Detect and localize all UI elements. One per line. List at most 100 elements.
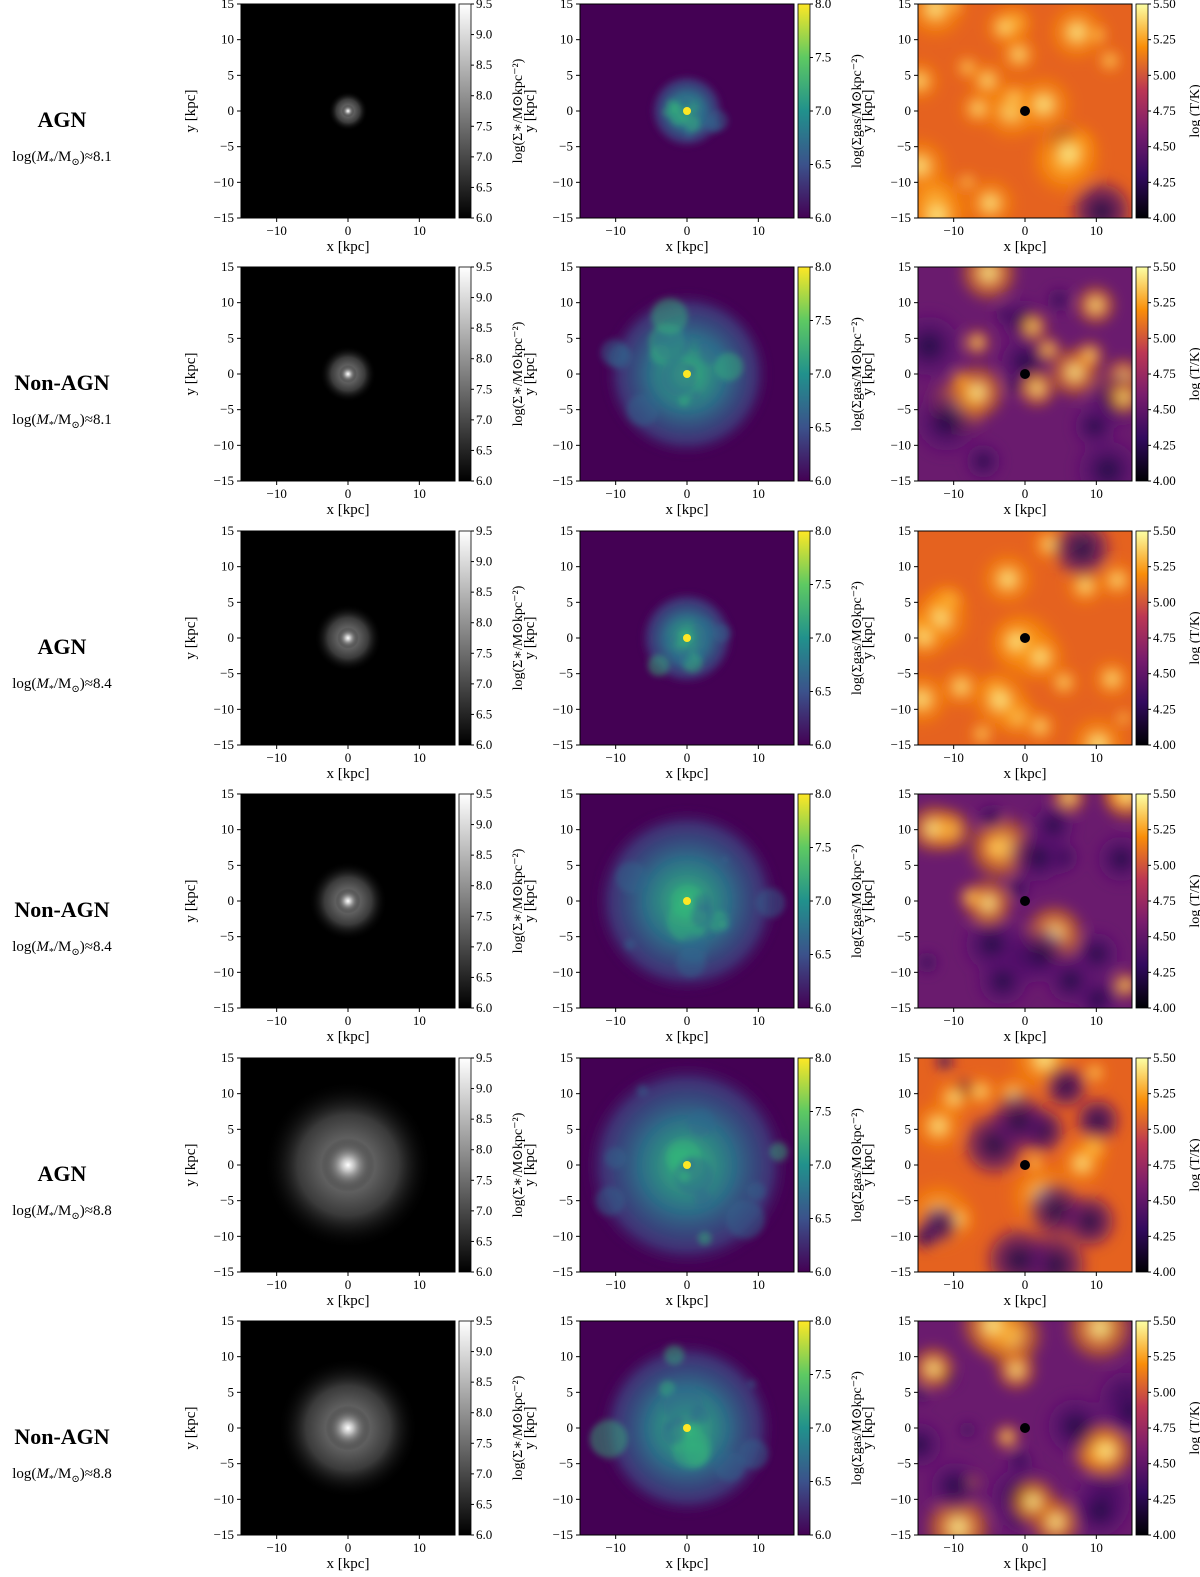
y-tick-label: −10: [891, 701, 911, 716]
x-tick-label: 0: [1022, 223, 1029, 238]
hot-gas-region: [947, 362, 1007, 423]
hot-gas-region: [918, 181, 972, 218]
colorbar-tick-label: 8.0: [476, 88, 492, 103]
gas-clump: [661, 360, 697, 397]
y-tick-label: −10: [214, 701, 234, 716]
x-tick-label: 10: [413, 486, 426, 501]
x-tick-label: 0: [1022, 1013, 1029, 1028]
y-tick-label: 0: [228, 103, 235, 118]
x-tick-label: 0: [345, 1540, 352, 1555]
hot-gas-region: [1067, 712, 1130, 745]
colorbar-temperature: 4.00 4.25 4.50 4.75 5.00 5.25 5.50 log (T/K): [1135, 259, 1200, 488]
colorbar-tick-label: 5.50: [1153, 1050, 1176, 1065]
cold-gas-region: [918, 1221, 941, 1252]
gas-clump: [697, 339, 709, 350]
stellar-core: [341, 104, 355, 118]
row-mass-label: log(M*/M⊙)≈8.1: [12, 412, 112, 431]
x-tick-label: 10: [752, 1540, 765, 1555]
panel-stars: −10 0 10 15 10 5 0 −5 −10 −15 x [kpc] y [kpc] 6.0 6.5…: [183, 259, 526, 518]
y-tick-label: 0: [905, 1157, 912, 1172]
x-tick-label: 10: [413, 750, 426, 765]
y-tick-label: 15: [898, 1050, 911, 1065]
mass-label-part: 8.8: [93, 1203, 112, 1219]
colorbar-tick-label: 8.0: [815, 1050, 831, 1065]
y-tick-label: 0: [567, 630, 574, 645]
colorbar-label: log(Σgas/M⊙kpc⁻²): [850, 1371, 865, 1485]
x-tick-label: 10: [413, 1540, 426, 1555]
y-tick-label: −5: [897, 929, 911, 944]
y-axis-label: y [kpc]: [183, 1407, 199, 1450]
colorbar-tick-label: 9.0: [476, 1344, 492, 1359]
y-tick-label: −15: [891, 1264, 911, 1279]
hot-gas-region: [1104, 377, 1132, 417]
panel-image: [241, 267, 455, 481]
mass-label-part: ⊙: [71, 420, 79, 431]
x-axis-label: x [kpc]: [666, 1029, 709, 1045]
cold-core: [1020, 1423, 1030, 1433]
x-axis-label: x [kpc]: [327, 1293, 370, 1309]
colorbar-tick-label: 6.5: [476, 179, 492, 194]
y-tick-label: −10: [891, 964, 911, 979]
hot-gas-region: [1012, 629, 1069, 685]
y-tick-label: −15: [553, 210, 573, 225]
colorbar-tick-label: 6.5: [476, 442, 492, 457]
cold-gas-region: [918, 949, 941, 976]
colorbar-label: log(Σ∗/M⊙kpc⁻²): [511, 848, 526, 953]
hot-gas-region: [1073, 339, 1106, 372]
y-tick-label: 5: [905, 857, 912, 872]
x-axis-label: x [kpc]: [327, 1029, 370, 1045]
x-tick-label: −10: [605, 486, 625, 501]
y-tick-label: 10: [898, 32, 911, 47]
x-axis-label: x [kpc]: [327, 502, 370, 518]
mass-label-part: )≈: [80, 1203, 93, 1219]
x-tick-label: 0: [684, 486, 691, 501]
y-tick-label: 15: [898, 259, 911, 274]
colorbar-tick-label: 5.25: [1153, 822, 1176, 837]
gas-clump: [706, 110, 729, 132]
x-tick-label: 0: [684, 1013, 691, 1028]
cold-gas-region: [1068, 1479, 1132, 1535]
y-tick-label: −5: [897, 666, 911, 681]
gas-clump: [747, 1379, 756, 1389]
y-tick-label: −5: [220, 1456, 234, 1471]
x-tick-label: −10: [943, 223, 963, 238]
y-tick-label: −10: [553, 701, 573, 716]
colorbar-tick-label: 4.25: [1153, 174, 1176, 189]
gas-nucleus: [683, 634, 691, 642]
colorbar-tick-label: 6.0: [815, 1527, 831, 1542]
gas-clump: [769, 1142, 788, 1161]
gas-clump: [663, 1419, 675, 1432]
gas-nucleus: [683, 1424, 691, 1432]
y-tick-label: 15: [560, 523, 573, 538]
hot-gas-region: [1056, 1138, 1108, 1189]
mass-label-part: log(: [12, 1466, 36, 1482]
gas-clump: [615, 861, 648, 894]
colorbar-tick-label: 5.25: [1153, 1349, 1176, 1364]
x-axis-label: x [kpc]: [327, 239, 370, 255]
y-tick-label: −10: [891, 1228, 911, 1243]
cold-gas-region: [1103, 1386, 1132, 1439]
panel-image: [241, 531, 455, 745]
colorbar-label: log (T/K): [1188, 1138, 1200, 1192]
panel-stars: −10 0 10 15 10 5 0 −5 −10 −15 x [kpc] y [kpc] 6.0 6.5…: [183, 523, 526, 782]
colorbar-tick-label: 6.5: [476, 1496, 492, 1511]
hot-gas-region: [957, 883, 985, 911]
y-tick-label: 0: [567, 366, 574, 381]
y-tick-label: 5: [567, 330, 574, 345]
stellar-core: [335, 888, 361, 914]
row-label: AGN: [38, 634, 87, 659]
row-label: Non-AGN: [14, 1424, 109, 1449]
x-tick-label: −10: [605, 1277, 625, 1292]
colorbar-temperature: 4.00 4.25 4.50 4.75 5.00 5.25 5.50 log (T/K): [1135, 1050, 1200, 1279]
mass-label-part: M: [35, 412, 50, 428]
colorbar-tick-label: 8.5: [476, 1111, 492, 1126]
gas-clump: [595, 1186, 625, 1216]
y-tick-label: 0: [228, 893, 235, 908]
colorbar-tick-label: 6.0: [476, 210, 492, 225]
y-axis-label: y [kpc]: [522, 1407, 538, 1450]
colorbar-gradient: [458, 530, 472, 746]
y-tick-label: −15: [553, 1000, 573, 1015]
colorbar-tick-label: 4.50: [1153, 929, 1176, 944]
mass-label-part: M: [35, 149, 50, 165]
